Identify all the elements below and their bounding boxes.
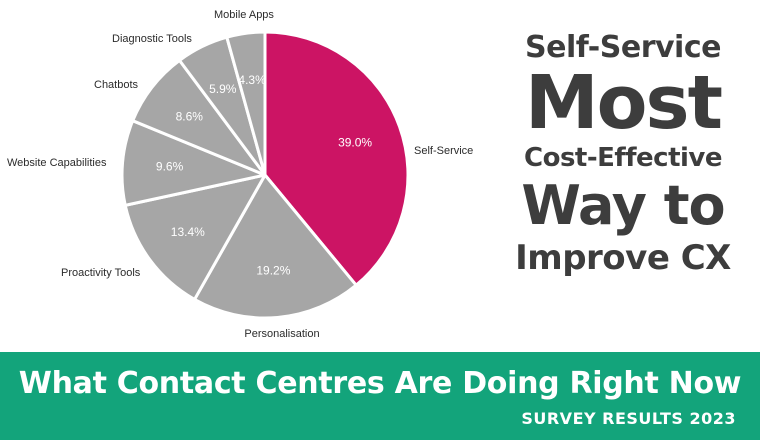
pie-slice-self-service [263, 30, 410, 287]
pie-category-label-mobile-apps: Mobile Apps [214, 9, 274, 21]
pie-chart: 39.0% Self-Service 19.2% Personalisation 13.… [7, 9, 473, 340]
pie-value-label-website-capabilities: 9.6% [156, 160, 184, 174]
pie-category-label-proactivity-tools: Proactivity Tools [61, 267, 141, 279]
headline-line-4: Way to [521, 174, 725, 237]
pie-value-label-proactivity-tools: 13.4% [171, 225, 205, 239]
headline: Self-Service Most Cost-Effective Way to … [498, 30, 748, 280]
pie-category-label-personalisation: Personalisation [244, 328, 319, 340]
pie-category-label-website-capabilities: Website Capabilities [7, 157, 107, 169]
pie-slice-website-capabilities [120, 119, 267, 207]
pie-slice-personalisation [193, 173, 358, 320]
pie-value-label-chatbots: 8.6% [176, 109, 204, 123]
banner-title: What Contact Centres Are Doing Right Now [18, 366, 742, 401]
headline-line-1: Self-Service [525, 30, 721, 65]
pie-slice-mobile-apps [225, 30, 267, 177]
pie-category-label-diagnostic-tools: Diagnostic Tools [112, 33, 192, 45]
headline-line-2: Most [525, 60, 723, 146]
pie-category-label-self-service: Self-Service [414, 145, 473, 157]
banner: What Contact Centres Are Doing Right Now… [0, 352, 760, 440]
pie-value-label-self-service: 39.0% [338, 136, 372, 150]
headline-line-5: Improve CX [515, 238, 731, 278]
pie-chart-svg: 39.0% Self-Service 19.2% Personalisation 13.… [7, 9, 473, 340]
pie-value-label-personalisation: 19.2% [256, 263, 290, 277]
pie-value-label-mobile-apps: 4.3% [238, 73, 266, 87]
pie-value-label-diagnostic-tools: 5.9% [209, 82, 237, 96]
banner-subtitle: SURVEY RESULTS 2023 [521, 409, 736, 428]
headline-line-3: Cost-Effective [524, 143, 723, 173]
pie-slice-proactivity-tools [123, 173, 267, 301]
pie-category-label-chatbots: Chatbots [94, 79, 139, 91]
